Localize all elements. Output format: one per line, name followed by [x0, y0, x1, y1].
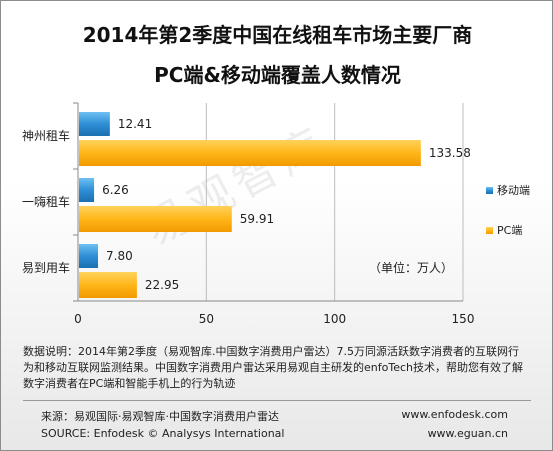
footer-divider — [23, 400, 531, 401]
data-notes: 数据说明：2014年第2季度（易观智库.中国数字消费用户雷达）7.5万同源活跃数… — [23, 345, 523, 390]
source-en: SOURCE: Enfodesk © Analysys Internationa… — [41, 427, 285, 440]
bar-mobile — [79, 112, 110, 136]
bar-mobile — [79, 178, 95, 202]
bar-pc — [79, 272, 137, 298]
chart-title-line1: 2014年第2季度中国在线租车市场主要厂商 — [82, 23, 473, 47]
bar-mobile — [79, 244, 99, 268]
legend-swatch-mobile — [486, 187, 493, 194]
category-label: 神州租车 — [22, 128, 70, 143]
chart-title-line2: PC端&移动端覆盖人数情况 — [154, 63, 401, 87]
source-url-eguan: www.eguan.cn — [427, 427, 508, 440]
data-label: 59.91 — [240, 212, 274, 226]
legend-swatch-pc — [486, 227, 493, 234]
category-label: 一嗨租车 — [22, 194, 70, 209]
x-tick-label: 0 — [74, 312, 82, 326]
bar-pc — [79, 206, 232, 232]
data-label: 133.58 — [429, 146, 471, 160]
bar-pc — [79, 140, 421, 166]
source-url-enfodesk: www.enfodesk.com — [401, 408, 508, 421]
data-label: 7.80 — [106, 249, 133, 263]
category-label: 易到用车 — [22, 260, 70, 275]
data-label: 12.41 — [118, 117, 152, 131]
legend-label-pc: PC端 — [497, 224, 522, 237]
x-tick-label: 150 — [452, 312, 475, 326]
data-label: 6.26 — [102, 183, 129, 197]
legend-label-mobile: 移动端 — [497, 184, 530, 197]
x-tick-label: 50 — [199, 312, 214, 326]
source-cn: 来源：易观国际·易观智库·中国数字消费用户雷达 — [41, 410, 279, 423]
unit-note: （单位：万人） — [369, 261, 454, 275]
x-tick-label: 100 — [323, 312, 346, 326]
data-label: 22.95 — [145, 278, 179, 292]
